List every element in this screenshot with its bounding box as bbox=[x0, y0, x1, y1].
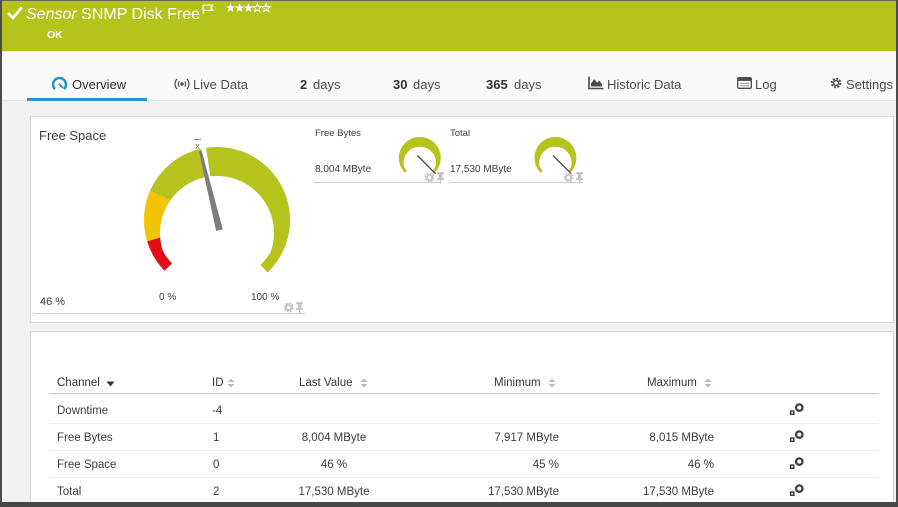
svg-text:x: x bbox=[195, 141, 200, 152]
